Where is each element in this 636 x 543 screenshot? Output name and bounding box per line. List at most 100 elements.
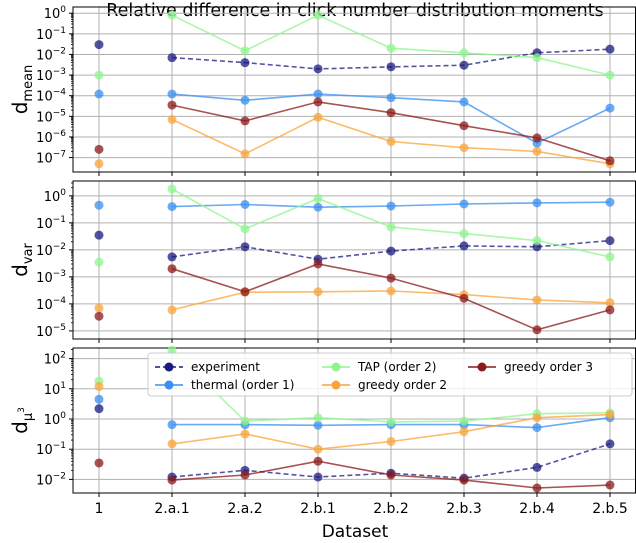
panels: 10010−110−210−310−410−510−610−7dmean1001… (8, 5, 636, 517)
data-point (313, 456, 323, 466)
y-axis-label: dmean (8, 65, 36, 115)
legend-marker (164, 380, 174, 390)
data-point (605, 44, 615, 54)
data-point (167, 420, 177, 430)
data-point (94, 200, 104, 210)
data-point (313, 259, 323, 269)
data-point (532, 242, 542, 252)
y-tick-label: 10−3 (36, 67, 66, 84)
data-point (167, 53, 177, 63)
series-tap-order-2- (94, 10, 615, 80)
data-point (167, 439, 177, 449)
data-point (313, 202, 323, 212)
series-greedy-order-3 (94, 456, 615, 493)
data-point (386, 470, 396, 480)
chart-title: Relative difference in click number dist… (106, 1, 604, 21)
data-point (459, 229, 469, 239)
x-tick-label: 2.a.2 (227, 501, 262, 517)
data-point (167, 252, 177, 262)
data-point (459, 427, 469, 437)
legend-label: experiment (191, 360, 260, 374)
data-point (605, 70, 615, 80)
y-tick-label: 100 (44, 411, 67, 428)
y-tick-label: 10−3 (36, 269, 66, 286)
x-tick-label: 2.a.1 (154, 501, 189, 517)
data-point (94, 404, 104, 414)
data-point (605, 305, 615, 315)
data-point (532, 325, 542, 335)
data-point (240, 58, 250, 68)
data-point (240, 116, 250, 126)
y-tick-label: 10−2 (36, 46, 66, 63)
legend-marker (331, 380, 341, 390)
y-tick-label: 101 (44, 381, 66, 398)
data-point (386, 417, 396, 427)
panel-1: 100 10−1 10−2 10−3 10−4 10−5 10−6 10−7 dmean (8, 5, 636, 176)
data-point (459, 475, 469, 485)
y-tick-label: 10−1 (36, 215, 66, 232)
y-tick-label: 10−7 (36, 150, 66, 167)
data-point (94, 381, 104, 391)
data-point (605, 410, 615, 420)
legend-label: TAP (order 2) (357, 360, 436, 374)
data-point (94, 40, 104, 50)
data-point (167, 115, 177, 125)
panel-2: 100 10−1 10−2 10−3 10−4 10−5 dvar (8, 180, 636, 343)
data-point (605, 236, 615, 246)
y-tick-label: 10−4 (36, 296, 66, 313)
data-point (605, 156, 615, 166)
data-point (459, 199, 469, 209)
series-experiment (94, 230, 615, 264)
data-point (240, 46, 250, 56)
data-point (532, 133, 542, 143)
x-tick-label: 2.b.2 (373, 501, 409, 517)
y-tick-label: 102 (44, 351, 66, 368)
y-tick-label: 10−1 (36, 441, 66, 458)
data-point (459, 416, 469, 426)
data-point (94, 89, 104, 99)
series-greedy-order-2 (94, 112, 615, 169)
data-point (605, 103, 615, 113)
data-point (386, 436, 396, 446)
legend-label: greedy order 2 (358, 378, 447, 392)
data-point (532, 295, 542, 305)
data-point (167, 10, 177, 20)
legend-box (147, 352, 633, 397)
data-point (313, 64, 323, 74)
series-experiment (94, 40, 615, 74)
data-point (94, 230, 104, 240)
data-point (386, 222, 396, 232)
data-point (313, 413, 323, 423)
series-tap-order-2- (94, 184, 615, 267)
data-point (313, 287, 323, 297)
data-point (386, 108, 396, 118)
data-point (386, 246, 396, 256)
data-point (459, 121, 469, 131)
series-thermal-order-1- (94, 197, 615, 212)
data-point (532, 413, 542, 423)
data-point (386, 62, 396, 72)
data-point (240, 242, 250, 252)
data-point (459, 143, 469, 153)
data-point (459, 48, 469, 58)
data-point (240, 199, 250, 209)
data-point (94, 303, 104, 313)
data-point (240, 287, 250, 297)
data-point (532, 236, 542, 246)
data-point (313, 193, 323, 203)
y-tick-label: 10−4 (36, 88, 66, 105)
panel-frame (72, 180, 636, 340)
data-point (313, 97, 323, 107)
data-point (94, 257, 104, 267)
data-point (605, 252, 615, 262)
data-point (605, 480, 615, 490)
data-point (532, 423, 542, 433)
x-tick-label: 2.b.5 (592, 501, 628, 517)
data-point (386, 137, 396, 147)
y-axis-label: dμ3 (8, 407, 36, 434)
data-point (459, 97, 469, 107)
data-point (386, 286, 396, 296)
data-point (167, 305, 177, 315)
data-point (240, 470, 250, 480)
data-point (167, 475, 177, 485)
